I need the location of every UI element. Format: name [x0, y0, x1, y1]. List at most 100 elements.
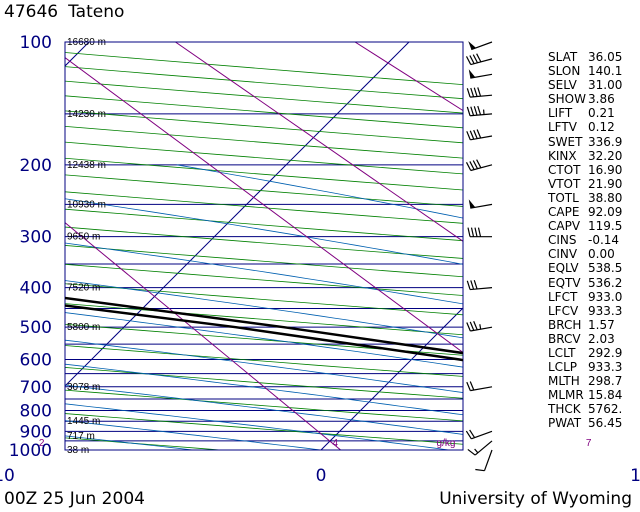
height-label: 5800 m [67, 322, 100, 333]
index-value: 933.3 [588, 303, 623, 318]
index-value: 5762. [588, 402, 623, 417]
index-row-lclt: LCLT 292.9 [548, 346, 630, 360]
moist-adiabat [65, 312, 463, 368]
barb-full [467, 227, 471, 237]
barb-full [477, 227, 482, 237]
barb-full [467, 448, 476, 456]
barb-full [476, 129, 482, 139]
index-row-mlth: MLTH 298.7 [548, 374, 630, 388]
index-row-capv: CAPV 119.5 [548, 219, 630, 233]
barb-full [476, 53, 482, 63]
barb-full [466, 322, 471, 332]
mixing-ratio-label: 7 [586, 438, 592, 449]
wind-barb [467, 440, 493, 456]
barb-staff [470, 203, 493, 209]
index-key: EQLV [548, 261, 579, 276]
barb-staff [470, 113, 493, 117]
barb-full [470, 280, 475, 290]
index-value: 0.00 [588, 247, 615, 262]
wind-barb [466, 129, 493, 141]
height-label: 1445 m [67, 416, 100, 427]
barb-full [470, 106, 475, 116]
barb-full [466, 131, 471, 141]
barb-full [469, 55, 475, 64]
pressure-tick-label: 800 [20, 402, 52, 422]
pressure-tick-label: 400 [20, 279, 52, 299]
index-row-brcv: BRCV 2.03 [548, 332, 630, 346]
barb-half [479, 324, 482, 330]
barb-full [466, 106, 471, 116]
stability-index-table: SLAT 36.05 SLON 140.1 SELV 31.00 SHOW 3.86 LIFT 0… [548, 50, 630, 431]
mixing-ratio-line [175, 42, 463, 242]
index-value: 1.57 [588, 317, 615, 332]
barb-pennant [468, 69, 476, 79]
index-value: 2.03 [588, 331, 615, 346]
index-row-mlmr: MLMR 15.84 [548, 388, 630, 402]
barb-full [469, 321, 475, 331]
index-key: SLON [548, 64, 581, 79]
index-value: 140.1 [588, 64, 623, 79]
dry-adiabat [65, 191, 463, 224]
barb-full [470, 227, 475, 237]
wind-barb [467, 227, 492, 238]
height-label: 9650 m [67, 232, 100, 243]
index-value: 933.0 [588, 289, 623, 304]
index-key: BRCV [548, 331, 581, 346]
mixing-ratio-label: 4 [333, 438, 339, 449]
index-key: KINX [548, 148, 577, 163]
height-label: 10930 m [67, 199, 106, 210]
mixing-ratio-line [354, 42, 463, 112]
index-value: 538.5 [588, 261, 623, 276]
height-label: 12438 m [67, 160, 106, 171]
index-row-selv: SELV 31.00 [548, 78, 630, 92]
wind-barb [466, 279, 493, 291]
barb-full [473, 129, 478, 139]
barb-full [470, 87, 475, 97]
moist-adiabat [65, 403, 450, 450]
index-key: LCLP [548, 360, 577, 375]
index-row-pwat: PWAT 56.45 [548, 416, 630, 430]
moist-adiabat [65, 339, 463, 393]
pressure-tick-label: 200 [20, 156, 52, 176]
pressure-tick-label: 300 [20, 228, 52, 248]
pressure-tick-label: 500 [20, 318, 52, 338]
index-row-kinx: KINX 32.20 [548, 149, 630, 163]
index-value: 933.3 [588, 360, 623, 375]
pressure-tick-label: 900 [20, 422, 52, 442]
station-id: 47646 [4, 2, 59, 22]
mixing-ratio-line [65, 221, 341, 450]
index-value: 16.90 [588, 162, 623, 177]
barb-full [472, 54, 479, 64]
index-key: LFCV [548, 303, 579, 318]
index-key: CINV [548, 247, 578, 262]
index-key: PWAT [548, 416, 582, 431]
barb-half [474, 448, 479, 454]
temperature-tick-label: 0 [316, 466, 327, 486]
dry-adiabat [65, 174, 463, 207]
height-label: 717 m [67, 431, 95, 442]
index-key: MLMR [548, 388, 584, 403]
index-value: 119.5 [588, 219, 623, 234]
barb-full [473, 321, 478, 331]
moist-adiabat [65, 420, 322, 450]
pressure-tick-label: 600 [20, 351, 52, 371]
wind-barb [466, 381, 493, 392]
index-key: SHOW [548, 92, 586, 107]
barb-full [469, 130, 475, 140]
index-value: 32.20 [588, 148, 623, 163]
index-value: 3.86 [588, 92, 615, 107]
index-value: 298.7 [588, 374, 623, 389]
mixing-ratio-line [632, 42, 640, 450]
barb-full [473, 87, 478, 97]
height-label: 3078 m [67, 382, 100, 393]
index-row-cape: CAPE 92.09 [548, 205, 630, 219]
moist-adiabat [65, 242, 463, 305]
index-row-lift: LIFT 0.21 [548, 106, 630, 120]
index-key: BRCH [548, 317, 582, 332]
pressure-tick-label: 1000 [9, 441, 52, 461]
wind-barb [468, 41, 493, 51]
wind-barb [466, 87, 493, 98]
index-row-thck: THCK 5762. [548, 402, 630, 416]
index-row-lfct: LFCT 933.0 [548, 290, 630, 304]
